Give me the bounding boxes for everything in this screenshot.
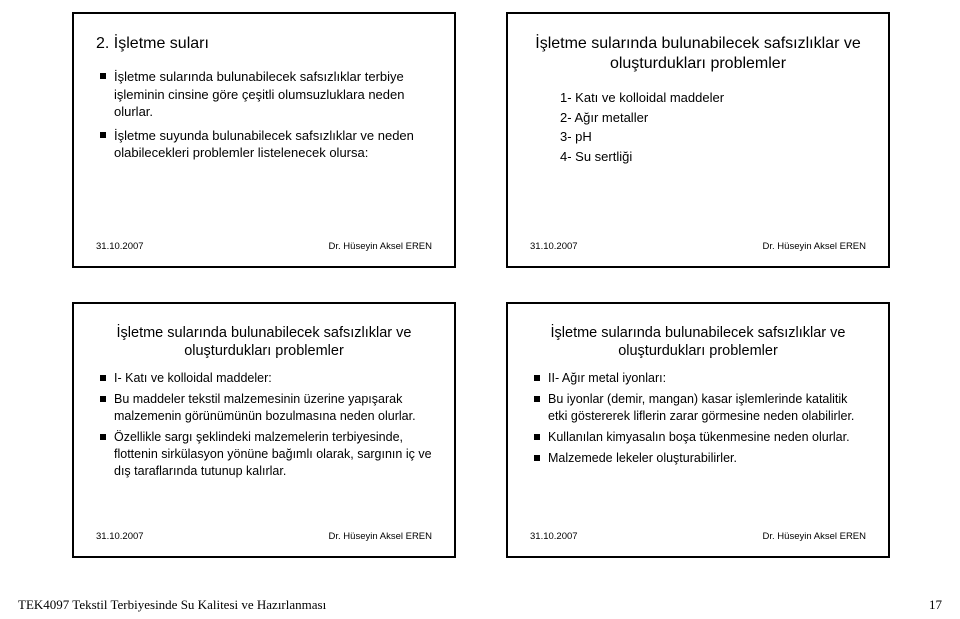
slide-title: İşletme sularında bulunabilecek safsızlı… [530,324,866,360]
bullet-list: I- Katı ve kolloidal maddeler: Bu maddel… [96,370,432,479]
slide-title: 2. İşletme suları [96,34,432,54]
bullet-item: İşletme suyunda bulunabilecek safsızlıkl… [100,127,432,162]
bullet-item: I- Katı ve kolloidal maddeler: [100,370,432,387]
bullet-item: Kullanılan kimyasalın boşa tükenmesine n… [534,429,866,446]
page-number: 17 [929,597,942,613]
bullet-item: Bu iyonlar (demir, mangan) kasar işlemle… [534,391,866,425]
bullet-item: Özellikle sargı şeklindeki malzemelerin … [100,429,432,480]
footer-author: Dr. Hüseyin Aksel EREN [763,531,866,542]
page-footer-left: TEK4097 Tekstil Terbiyesinde Su Kalitesi… [18,597,326,613]
slide-content: I- Katı ve kolloidal maddeler: Bu maddel… [96,370,432,525]
bullet-list: II- Ağır metal iyonları: Bu iyonlar (dem… [530,370,866,466]
slide: 2. İşletme suları İşletme sularında bulu… [72,12,456,268]
bullet-item: İşletme sularında bulunabilecek safsızlı… [100,68,432,121]
footer-author: Dr. Hüseyin Aksel EREN [329,531,432,542]
slide-title: İşletme sularında bulunabilecek safsızlı… [96,324,432,360]
slide-title: İşletme sularında bulunabilecek safsızlı… [530,34,866,74]
footer-date: 31.10.2007 [96,241,144,252]
slide: İşletme sularında bulunabilecek safsızlı… [506,12,890,268]
bullet-list: İşletme sularında bulunabilecek safsızlı… [96,68,432,162]
bullet-item: II- Ağır metal iyonları: [534,370,866,387]
page-footer: TEK4097 Tekstil Terbiyesinde Su Kalitesi… [18,597,942,613]
slides-container: 2. İşletme suları İşletme sularında bulu… [72,12,890,558]
footer-date: 31.10.2007 [530,241,578,252]
slide-content: İşletme sularında bulunabilecek safsızlı… [96,68,432,235]
bullet-item: Malzemede lekeler oluşturabilirler. [534,450,866,467]
bullet-item: Bu maddeler tekstil malzemesinin üzerine… [100,391,432,425]
slide-content: 1- Katı ve kolloidal maddeler 2- Ağır me… [530,88,866,235]
slide-content: II- Ağır metal iyonları: Bu iyonlar (dem… [530,370,866,525]
slide: İşletme sularında bulunabilecek safsızlı… [72,302,456,558]
footer-date: 31.10.2007 [96,531,144,542]
slide-footer: 31.10.2007 Dr. Hüseyin Aksel EREN [530,235,866,252]
slide: İşletme sularında bulunabilecek safsızlı… [506,302,890,558]
numbered-list: 1- Katı ve kolloidal maddeler 2- Ağır me… [530,88,866,166]
numbered-item: 1- Katı ve kolloidal maddeler [560,88,866,108]
numbered-item: 3- pH [560,127,866,147]
slide-footer: 31.10.2007 Dr. Hüseyin Aksel EREN [530,525,866,542]
slide-footer: 31.10.2007 Dr. Hüseyin Aksel EREN [96,525,432,542]
footer-author: Dr. Hüseyin Aksel EREN [329,241,432,252]
numbered-item: 4- Su sertliği [560,147,866,167]
slide-footer: 31.10.2007 Dr. Hüseyin Aksel EREN [96,235,432,252]
footer-author: Dr. Hüseyin Aksel EREN [763,241,866,252]
footer-date: 31.10.2007 [530,531,578,542]
numbered-item: 2- Ağır metaller [560,108,866,128]
